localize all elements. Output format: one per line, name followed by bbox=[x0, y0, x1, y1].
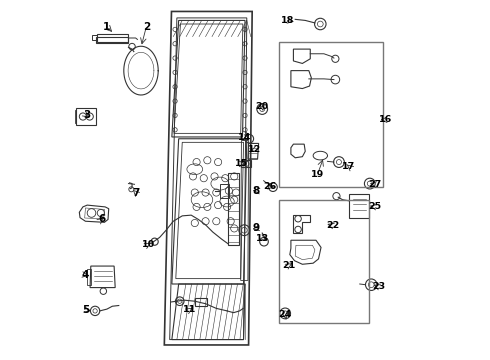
Text: 24: 24 bbox=[278, 310, 292, 319]
Text: 5: 5 bbox=[82, 305, 89, 315]
Text: 20: 20 bbox=[256, 102, 269, 111]
Text: 19: 19 bbox=[311, 170, 324, 179]
Text: 7: 7 bbox=[132, 188, 139, 198]
Text: 3: 3 bbox=[83, 111, 90, 121]
Text: 12: 12 bbox=[248, 145, 262, 154]
Text: 14: 14 bbox=[238, 133, 252, 142]
Text: 26: 26 bbox=[263, 182, 276, 191]
Text: 17: 17 bbox=[343, 162, 356, 171]
Text: 6: 6 bbox=[98, 215, 105, 224]
Text: 2: 2 bbox=[143, 22, 150, 32]
Text: 1: 1 bbox=[103, 22, 111, 32]
Text: 10: 10 bbox=[142, 240, 155, 249]
Text: 27: 27 bbox=[368, 180, 381, 189]
Text: 8: 8 bbox=[253, 186, 260, 196]
Text: 22: 22 bbox=[326, 221, 340, 230]
Text: 23: 23 bbox=[372, 282, 385, 291]
Text: 16: 16 bbox=[379, 115, 392, 124]
Bar bbox=[279, 200, 368, 323]
Text: 11: 11 bbox=[183, 305, 196, 314]
Text: 25: 25 bbox=[368, 202, 381, 211]
Text: 15: 15 bbox=[235, 159, 248, 168]
Text: 18: 18 bbox=[281, 16, 294, 25]
Text: 9: 9 bbox=[253, 224, 260, 233]
Text: 13: 13 bbox=[256, 234, 269, 243]
Bar bbox=[279, 42, 383, 187]
Text: 4: 4 bbox=[82, 270, 89, 280]
Text: 21: 21 bbox=[282, 261, 295, 270]
